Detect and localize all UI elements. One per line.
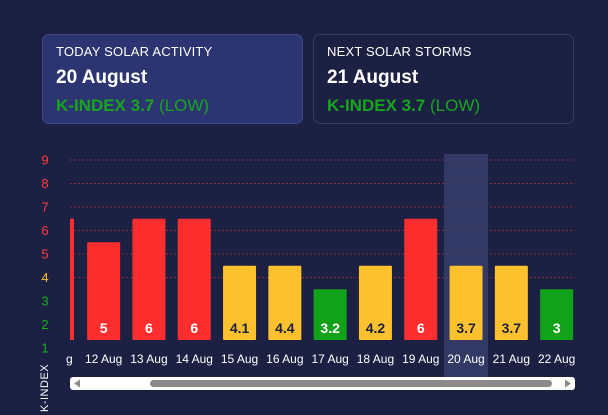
y-tick-7: 7 — [41, 200, 48, 215]
bar-value-label: 6 — [190, 320, 198, 336]
y-tick-8: 8 — [41, 176, 48, 191]
bar-17-aug[interactable] — [313, 289, 347, 340]
y-tick-1: 1 — [41, 341, 48, 356]
partial-bar-11-aug — [70, 218, 74, 340]
y-axis-ticks: 1 2 3 4 5 6 7 8 9 — [41, 153, 48, 356]
y-tick-2: 2 — [41, 317, 48, 332]
horizontal-scrollbar[interactable] — [70, 377, 575, 390]
today-kp-row: K-INDEX 3.7 (LOW) — [56, 96, 289, 116]
y-tick-3: 3 — [41, 294, 48, 309]
scroll-left-arrow-icon[interactable] — [74, 379, 80, 388]
today-card-date: 20 August — [56, 67, 148, 88]
x-label: 17 Aug — [311, 352, 348, 366]
bar-18-aug[interactable] — [358, 265, 392, 340]
bar-22-aug[interactable] — [540, 289, 574, 340]
x-label: 14 Aug — [176, 352, 213, 366]
next-kp-level: (LOW) — [429, 96, 481, 115]
today-kp-value: K-INDEX 3.7 — [56, 96, 155, 115]
next-card-label: NEXT SOLAR STORMS — [327, 44, 472, 59]
x-label: 13 Aug — [130, 352, 167, 366]
x-label: 21 Aug — [493, 352, 530, 366]
x-label: 20 Aug — [447, 352, 484, 366]
bar-13-aug[interactable] — [132, 218, 166, 340]
bar-value-label: 5 — [100, 320, 108, 336]
next-storms-card[interactable]: NEXT SOLAR STORMS 21 August K-INDEX 3.7 … — [313, 34, 574, 124]
bar-21-aug[interactable] — [494, 265, 528, 340]
today-card-label: TODAY SOLAR ACTIVITY — [56, 44, 213, 59]
x-label: 12 Aug — [85, 352, 122, 366]
bar-value-label: 3.7 — [456, 320, 476, 336]
scroll-right-arrow-icon[interactable] — [565, 379, 571, 388]
bar-value-label: 3.7 — [502, 320, 522, 336]
x-label: 19 Aug — [402, 352, 439, 366]
y-tick-6: 6 — [41, 223, 48, 238]
y-axis-title: K-INDEX — [39, 364, 51, 412]
bar-value-label: 6 — [417, 320, 425, 336]
next-kp-value: K-INDEX 3.7 — [327, 96, 426, 115]
bar-value-label: 4.1 — [230, 320, 250, 336]
y-tick-4: 4 — [41, 270, 48, 285]
x-label: 16 Aug — [266, 352, 303, 366]
bar-20-aug[interactable] — [449, 265, 483, 340]
x-label: 18 Aug — [357, 352, 394, 366]
bar-value-label: 4.2 — [366, 320, 386, 336]
x-label-partial: g — [66, 352, 73, 366]
next-kp-row: K-INDEX 3.7 (LOW) — [327, 96, 560, 116]
chart-bars[interactable] — [87, 218, 574, 340]
next-card-date: 21 August — [327, 67, 419, 88]
bar-12-aug[interactable] — [87, 242, 121, 340]
bar-value-label: 6 — [145, 320, 153, 336]
scrollbar-thumb[interactable] — [150, 380, 552, 387]
today-activity-card[interactable]: TODAY SOLAR ACTIVITY 20 August K-INDEX 3… — [42, 34, 303, 124]
bar-value-label: 3.2 — [320, 320, 340, 336]
bar-value-label: 3 — [553, 320, 561, 336]
bar-16-aug[interactable] — [268, 265, 302, 340]
y-tick-5: 5 — [41, 247, 48, 262]
today-kp-level: (LOW) — [158, 96, 210, 115]
x-axis-labels: 12 Aug 13 Aug 14 Aug 15 Aug 16 Aug 17 Aug 18 A… — [85, 352, 575, 366]
x-label: 22 Aug — [538, 352, 575, 366]
x-label: 15 Aug — [221, 352, 258, 366]
bar-15-aug[interactable] — [223, 265, 257, 340]
bar-value-label: 4.4 — [275, 320, 295, 336]
bar-19-aug[interactable] — [404, 218, 438, 340]
y-tick-9: 9 — [41, 153, 48, 168]
kindex-bar-chart: 1 2 3 4 5 6 7 8 9 5 6 6 4.1 4.4 3.2 4.2 6 3.7 3.7 3 12 Aug… — [39, 153, 575, 413]
bar-14-aug[interactable] — [177, 218, 211, 340]
bar-value-labels: 5 6 6 4.1 4.4 3.2 4.2 6 3.7 3.7 3 — [100, 320, 561, 336]
